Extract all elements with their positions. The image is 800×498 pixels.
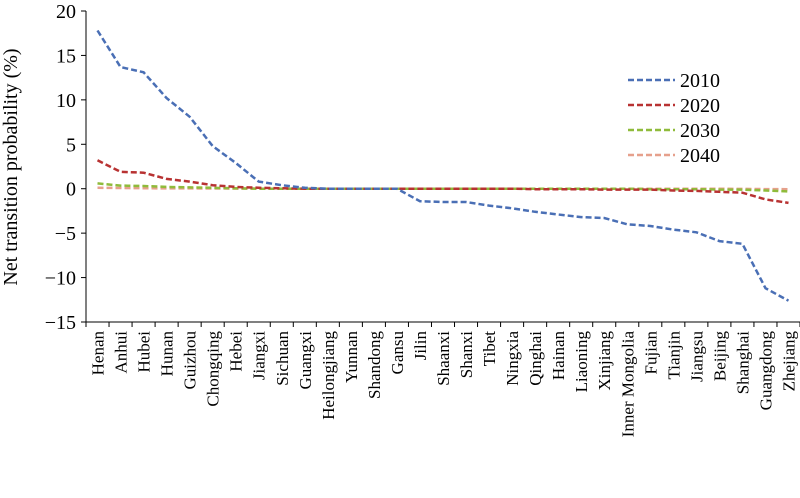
x-tick-label: Hunan [158, 331, 177, 377]
y-tick-label: 0 [66, 179, 76, 201]
x-tick-label: Ningxia [503, 331, 522, 386]
legend: 2010 2020 2030 2040 [628, 70, 720, 167]
legend-label-2040: 2040 [680, 145, 720, 167]
y-tick-label: 5 [66, 134, 76, 156]
x-tick-label: Zhejiang [779, 331, 798, 392]
x-tick-label: Jilin [411, 331, 430, 361]
y-tick-label: 10 [56, 90, 76, 112]
legend-label-2020: 2020 [680, 95, 720, 117]
x-tick-label: Hubei [135, 331, 154, 373]
x-tick-label: Shandong [365, 331, 384, 400]
x-tick-label: Shanxi [457, 331, 476, 379]
y-tick-label: 20 [56, 1, 76, 23]
x-tick-label: Beijing [710, 331, 729, 382]
series-line-2020 [96, 159, 789, 205]
x-tick-label: Shanghai [733, 331, 752, 395]
x-tick-label: Guangxi [296, 331, 315, 390]
x-tick-label: Hebei [227, 331, 246, 372]
series-line-2030 [97, 182, 789, 193]
y-tick-label: −10 [45, 268, 76, 290]
x-tick-label: Tibet [480, 331, 499, 367]
x-axis: Henan Anhui Hubei Hunan Guizhou Chongqing Hebe… [85, 321, 800, 438]
x-tick-label: Xinjiang [595, 331, 614, 391]
x-tick-label: Jiangxi [250, 331, 269, 380]
x-tick-label: Yunnan [342, 331, 361, 383]
x-tick-label: Fujian [641, 331, 660, 375]
legend-label-2030: 2030 [680, 120, 720, 142]
y-tick-label: −15 [45, 312, 76, 334]
x-tick-label: Inner Mongolia [618, 331, 637, 438]
x-tick-label: Heilongjiang [319, 331, 338, 420]
legend-label-2010: 2010 [680, 70, 720, 92]
x-tick-label: Henan [89, 331, 108, 376]
y-tick-label: 15 [56, 45, 76, 67]
x-tick-label: Chongqing [204, 331, 223, 407]
y-axis: 20 15 10 5 0 −5 −10 −15 [45, 1, 87, 334]
x-tick-label: Liaoning [572, 331, 591, 393]
y-axis-title: Net transition probability (%) [0, 48, 22, 285]
series-line-2010 [96, 29, 790, 302]
x-tick-label: Guangdong [756, 331, 775, 411]
x-tick-label: Qinghai [526, 331, 545, 386]
x-tick-label: Shaanxi [434, 331, 453, 386]
x-tick-label: Anhui [112, 331, 131, 374]
series-layer [96, 29, 790, 302]
x-tick-label: Sichuan [273, 331, 292, 386]
x-tick-label: Guizhou [181, 331, 200, 390]
x-tick-label: Hainan [549, 331, 568, 381]
x-tick-label: Jiangsu [687, 331, 706, 383]
x-tick-label: Gansu [388, 331, 407, 375]
x-tick-label: Tianjin [664, 331, 683, 380]
y-tick-label: −5 [55, 223, 76, 245]
